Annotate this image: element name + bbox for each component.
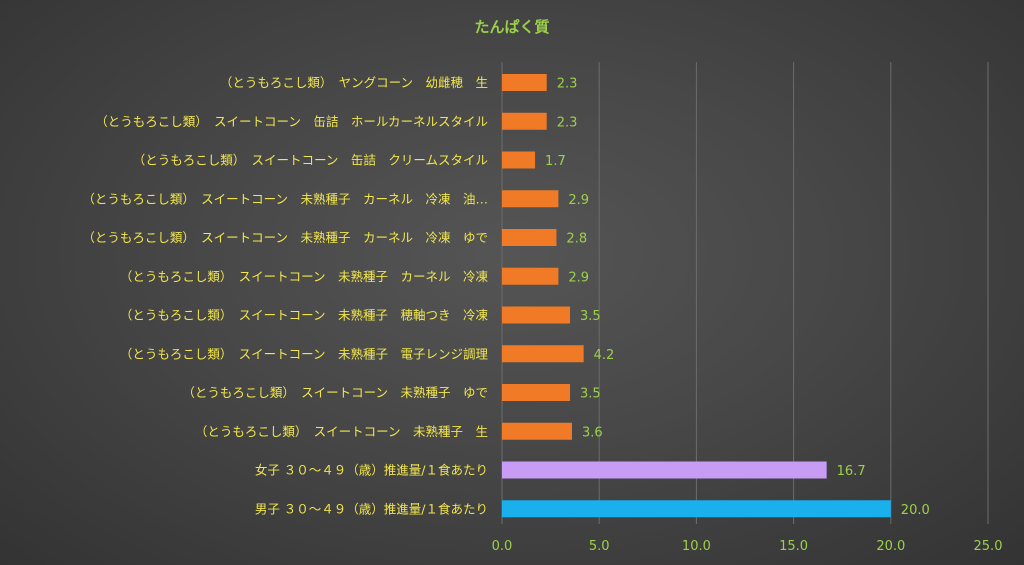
category-label: （とうもろこし類） スイートコーン 未熟種子 穂軸つき 冷凍 [120, 308, 489, 323]
data-label: 2.9 [568, 193, 589, 208]
bar [502, 345, 584, 363]
category-label: 男子 ３０～４９（歳）推進量/１食あたり [255, 501, 488, 516]
bar [502, 461, 827, 479]
x-tick-label: 15.0 [779, 539, 808, 554]
data-label: 16.7 [837, 464, 866, 479]
data-label: 1.7 [545, 154, 566, 169]
x-tick-label: 10.0 [682, 539, 711, 554]
data-label: 3.5 [580, 309, 601, 324]
category-label: （とうもろこし類） スイートコーン 未熟種子 カーネル 冷凍 ゆで [82, 230, 488, 245]
data-label: 4.2 [594, 348, 615, 363]
data-label: 2.8 [566, 232, 587, 247]
x-tick-label: 5.0 [589, 539, 610, 554]
category-label: 女子 ３０～４９（歳）推進量/１食あたり [255, 463, 488, 478]
data-label: 2.9 [568, 270, 589, 285]
chart-title: たんぱく質 [474, 18, 549, 36]
x-tick-label: 0.0 [492, 539, 513, 554]
bar [502, 229, 557, 246]
bar [502, 190, 559, 208]
bar [502, 151, 536, 169]
bar [502, 267, 559, 285]
x-axis-ticks: 0.0 5.0 10.0 15.0 20.0 25.0 [492, 539, 1003, 554]
data-label: 2.3 [557, 77, 578, 92]
category-label: （とうもろこし類） スイートコーン 未熟種子 電子レンジ調理 [120, 346, 489, 361]
x-tick-label: 25.0 [974, 539, 1003, 554]
bar [502, 422, 572, 440]
bar [502, 306, 571, 324]
x-tick-label: 20.0 [876, 539, 905, 554]
bars [502, 74, 891, 518]
category-label: （とうもろこし類） スイートコーン 缶詰 クリームスタイル [133, 153, 488, 168]
value-labels: 2.3 2.3 1.7 2.9 2.8 2.9 3.5 4.2 3.5 3.6 16.7 20.0 [545, 77, 930, 518]
gridlines [501, 62, 989, 524]
category-label: （とうもろこし類） ヤングコーン 幼雌穂 生 [220, 75, 488, 90]
data-label: 20.0 [901, 503, 930, 518]
bar [502, 500, 891, 518]
category-label: （とうもろこし類） スイートコーン 缶詰 ホールカーネルスタイル [95, 114, 488, 129]
bar [502, 74, 547, 91]
data-label: 2.3 [557, 115, 578, 130]
category-label: （とうもろこし類） スイートコーン 未熟種子 ゆで [182, 385, 488, 400]
category-label: （とうもろこし類） スイートコーン 未熟種子 生 [195, 424, 488, 439]
category-label: （とうもろこし類） スイートコーン 未熟種子 カーネル 冷凍 [120, 269, 489, 284]
data-label: 3.6 [582, 425, 603, 440]
bar [502, 112, 547, 130]
data-label: 3.5 [580, 387, 601, 402]
bar [502, 384, 571, 401]
category-labels: （とうもろこし類） ヤングコーン 幼雌穂 生 （とうもろこし類） スイートコーン … [82, 75, 488, 516]
category-label: （とうもろこし類） スイートコーン 未熟種子 カーネル 冷凍 油… [82, 191, 488, 206]
